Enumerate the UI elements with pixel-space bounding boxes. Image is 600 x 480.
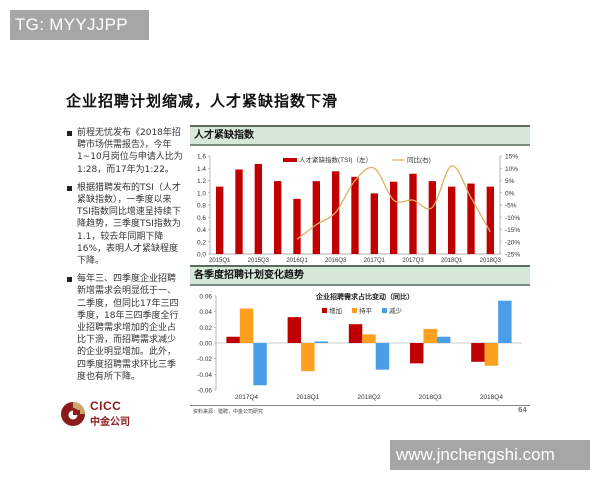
svg-text:2018Q1: 2018Q1: [296, 394, 320, 401]
svg-text:2018Q4: 2018Q4: [480, 394, 504, 401]
slide-title: 企业招聘计划缩减，人才紧缺指数下滑: [66, 92, 339, 110]
bullet-item: 前程无忧发布《2018年招聘市场供需报告》，今年1~10月岗位与申请人比为1:2…: [66, 127, 184, 176]
svg-text:-25%: -25%: [505, 252, 520, 259]
cicc-logo-icon: [61, 402, 85, 426]
svg-text:0.02: 0.02: [199, 325, 212, 332]
svg-text:1.4: 1.4: [197, 166, 206, 173]
bullet-list: 前程无忧发布《2018年招聘市场供需报告》，今年1~10月岗位与申请人比为1:2…: [66, 127, 184, 389]
cicc-logo: CICC 中金公司: [60, 398, 170, 430]
svg-text:2016Q3: 2016Q3: [325, 258, 347, 264]
svg-text:0.0: 0.0: [197, 252, 206, 259]
watermark-top: TG: MYYJJPP: [10, 10, 149, 40]
svg-text:-5%: -5%: [505, 203, 517, 210]
svg-text:-0.04: -0.04: [197, 372, 212, 379]
svg-text:15%: 15%: [505, 154, 518, 161]
svg-text:2018Q3: 2018Q3: [419, 394, 443, 401]
bullet-item: 每年三、四季度企业招聘新增需求会明显低于一、二季度，但同比17年三四季度，18年…: [66, 273, 184, 383]
svg-text:2018Q1: 2018Q1: [441, 258, 463, 264]
svg-text:-0.02: -0.02: [197, 356, 212, 363]
tsi-chart: 0.0 0.2 0.4 0.6 0.8 1.0 1.2 1.4 1.6 -25% -20% -15% -…: [197, 154, 520, 265]
svg-text:2017Q3: 2017Q3: [402, 258, 424, 264]
footer-divider: [190, 405, 530, 406]
svg-text:0.06: 0.06: [199, 294, 212, 301]
svg-text:5%: 5%: [505, 178, 515, 185]
watermark-bottom: www.jnchengshi.com: [390, 440, 590, 470]
svg-text:0.04: 0.04: [199, 309, 212, 316]
svg-text:2018Q3: 2018Q3: [480, 258, 502, 264]
svg-text:-0.06: -0.06: [197, 388, 212, 395]
svg-text:企业招聘需求占比变动（同比）: 企业招聘需求占比变动（同比）: [315, 292, 414, 301]
svg-text:人才紧缺指数(TSI)（左）: 人才紧缺指数(TSI)（左）: [299, 155, 372, 164]
logo-text-cn: 中金公司: [90, 417, 130, 428]
svg-text:0.4: 0.4: [197, 227, 206, 234]
svg-text:0.6: 0.6: [197, 215, 206, 222]
svg-text:1.0: 1.0: [197, 190, 206, 197]
svg-text:1.6: 1.6: [197, 154, 206, 161]
page-number: 64: [518, 406, 527, 414]
svg-text:1.2: 1.2: [197, 178, 206, 185]
svg-text:0%: 0%: [505, 190, 515, 197]
svg-text:持平: 持平: [359, 306, 373, 315]
svg-text:2015Q1: 2015Q1: [209, 258, 231, 264]
svg-text:-20%: -20%: [505, 239, 520, 246]
svg-text:2017Q1: 2017Q1: [364, 258, 386, 264]
svg-text:2018Q2: 2018Q2: [357, 394, 381, 401]
svg-text:同比(右): 同比(右): [407, 155, 431, 164]
svg-text:增加: 增加: [329, 306, 342, 315]
svg-text:2017Q4: 2017Q4: [235, 394, 259, 401]
svg-text:-10%: -10%: [505, 215, 520, 222]
tsi-panel-header: 人才紧缺指数: [190, 125, 530, 146]
logo-text-en: CICC: [90, 399, 122, 413]
svg-text:2015Q3: 2015Q3: [248, 258, 270, 264]
svg-text:2016Q1: 2016Q1: [286, 258, 308, 264]
source-note: 资料来源：猎聘，中金公司研究: [193, 409, 264, 415]
svg-text:10%: 10%: [505, 166, 518, 173]
svg-text:0.00: 0.00: [199, 341, 212, 348]
plan-panel: 各季度招聘计划变化趋势 0.06 0.04 0.02 0.00 -0.02 -0.04 -0…: [190, 265, 530, 409]
svg-text:-15%: -15%: [505, 227, 520, 234]
svg-text:0.2: 0.2: [197, 239, 206, 246]
svg-text:减少: 减少: [389, 306, 403, 315]
tsi-panel: 人才紧缺指数 0.0 0.2 0.4 0.6 0.8 1.0 1.2 1.4 1.6 -25% -2…: [190, 125, 530, 268]
svg-text:0.8: 0.8: [197, 203, 206, 210]
plan-chart: 0.06 0.04 0.02 0.00 -0.02 -0.04 -0.06 2017Q4 201…: [197, 292, 522, 401]
bullet-item: 根据猎聘发布的TSI（人才紧缺指数），一季度以来TSI指数同比增速呈持续下降趋势…: [66, 182, 184, 267]
plan-panel-header: 各季度招聘计划变化趋势: [190, 265, 530, 286]
